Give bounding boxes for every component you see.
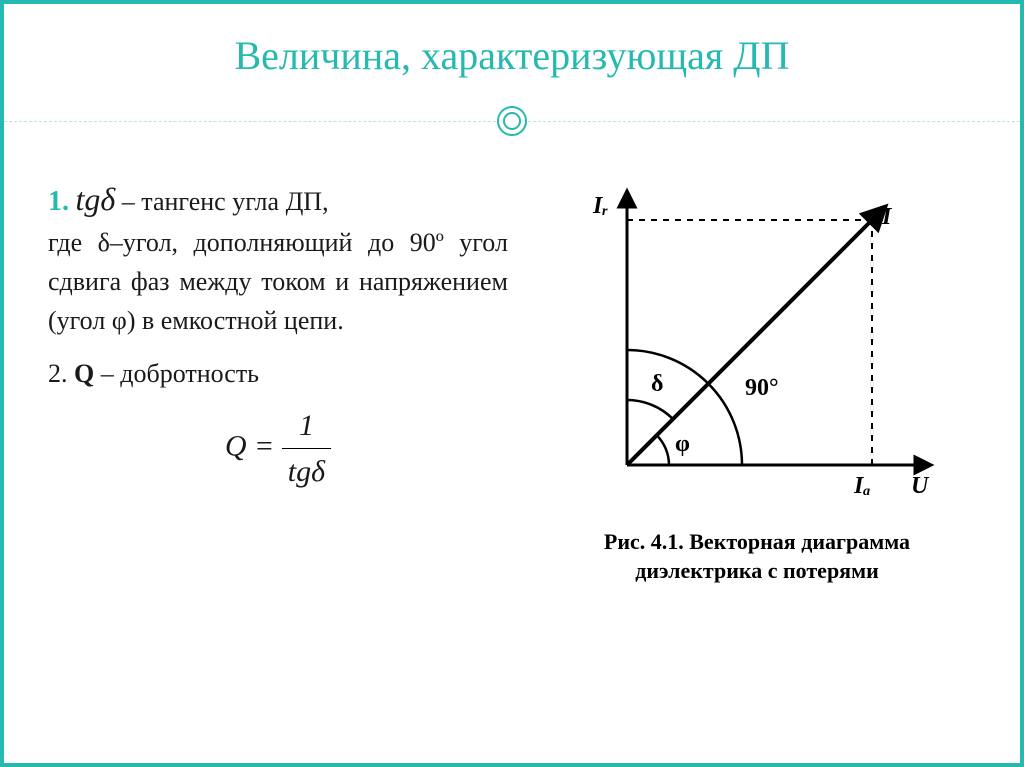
vector-diagram: Iᵣ I Iₐ Uδ φ 90° (567, 175, 947, 520)
svg-text:Iᵣ: Iᵣ (592, 193, 608, 219)
svg-text:φ: φ (675, 431, 690, 457)
formula-lhs: Q = (225, 429, 282, 462)
svg-text:U: U (911, 473, 930, 499)
item-2: 2. Q – добротность (48, 354, 508, 393)
slide-title: Величина, характеризующая ДП (4, 4, 1020, 103)
svg-text:I: I (881, 204, 893, 230)
item-1: 1. tgδ – тангенс угла ДП, (48, 175, 508, 223)
diagram-svg: Iᵣ I Iₐ Uδ φ 90° (567, 175, 947, 515)
figure-caption: Рис. 4.1. Векторная диаграмма диэлектрик… (538, 528, 976, 585)
figure-column: Iᵣ I Iₐ Uδ φ 90° Рис. 4.1. Векторная диаграмм… (538, 175, 976, 585)
formula-fraction: 1 tgδ (282, 403, 331, 494)
item-1-definition: где δ–угол, дополняющий до 90º угол сдви… (48, 223, 508, 340)
svg-text:Iₐ: Iₐ (853, 473, 871, 499)
slide: Величина, характеризующая ДП 1. tgδ – та… (0, 0, 1024, 767)
item-1-label: – тангенс угла ДП, (122, 187, 329, 216)
title-divider (4, 103, 1020, 139)
fraction-numerator: 1 (282, 403, 331, 448)
q-formula: Q = 1 tgδ (48, 403, 508, 494)
content-row: 1. tgδ – тангенс угла ДП, где δ–угол, до… (4, 139, 1020, 585)
item-2-number: 2. (48, 359, 74, 388)
item-1-number: 1. (48, 186, 69, 217)
svg-text:δ: δ (651, 371, 663, 397)
q-symbol: Q (74, 359, 94, 388)
item-2-label: – добротность (94, 359, 259, 388)
text-column: 1. tgδ – тангенс угла ДП, где δ–угол, до… (48, 175, 508, 585)
tg-delta-symbol: tgδ (76, 181, 116, 217)
svg-text:90°: 90° (745, 375, 779, 401)
fraction-denominator: tgδ (282, 448, 331, 494)
